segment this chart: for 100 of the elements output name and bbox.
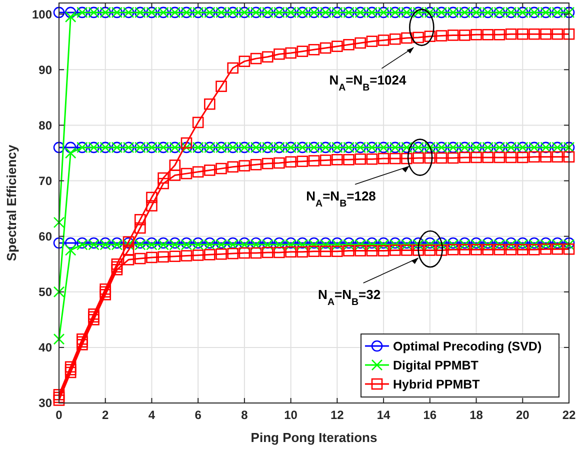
x-tick-label: 0 <box>56 408 63 422</box>
point <box>482 29 494 40</box>
x-tick-label: 8 <box>241 408 248 422</box>
point <box>494 244 506 256</box>
y-tick-label: 40 <box>38 340 52 355</box>
point <box>332 246 343 257</box>
point <box>158 178 169 190</box>
point <box>563 28 575 40</box>
point <box>459 30 470 41</box>
point <box>332 40 343 52</box>
annotation: N$_{A}$=N$_{B}$=1024 <box>329 72 407 93</box>
point <box>505 28 517 40</box>
point <box>482 152 494 164</box>
point <box>528 244 540 256</box>
point <box>436 244 448 256</box>
point <box>53 237 65 249</box>
point <box>134 252 146 264</box>
point <box>64 147 76 159</box>
point <box>343 39 354 50</box>
point <box>470 29 482 40</box>
y-tick-label: 30 <box>38 396 52 410</box>
point <box>412 244 424 256</box>
point <box>470 152 482 164</box>
y-tick-label: 90 <box>38 62 52 77</box>
point <box>227 248 239 260</box>
point <box>505 244 517 256</box>
point <box>308 246 320 257</box>
point <box>552 151 564 163</box>
point <box>227 161 239 173</box>
annotation: N$_{A}$=N$_{B}$=32 <box>318 287 381 308</box>
point <box>366 36 378 47</box>
x-tick-label: 6 <box>194 408 202 422</box>
legend-label: Optimal Precoding (SVD) <box>393 339 542 354</box>
point <box>64 366 76 378</box>
point <box>528 28 540 40</box>
point <box>238 247 250 259</box>
point <box>563 243 575 255</box>
legend-label: Hybrid PPMBT <box>393 377 480 392</box>
point <box>146 252 158 264</box>
point <box>320 154 332 166</box>
point <box>134 222 146 234</box>
point <box>122 254 134 266</box>
y-tick-label: 50 <box>38 285 52 300</box>
point <box>158 251 169 263</box>
point <box>169 160 181 171</box>
point <box>250 247 262 259</box>
point <box>274 157 285 169</box>
y-axis-title: Spectral Efficiency <box>4 144 19 262</box>
point <box>274 246 285 258</box>
point <box>204 164 216 176</box>
point <box>274 48 285 60</box>
point <box>424 30 436 42</box>
point <box>64 361 76 373</box>
point <box>53 142 65 154</box>
x-axis-title: Ping Pong Iterations <box>250 430 378 445</box>
y-tick-label: 70 <box>38 174 52 188</box>
x-tick-label: 14 <box>376 408 391 422</box>
point <box>343 154 354 166</box>
point <box>285 47 296 59</box>
point <box>482 244 494 256</box>
point <box>412 32 424 44</box>
point <box>366 245 378 256</box>
point <box>250 159 262 170</box>
point <box>320 246 332 257</box>
point <box>100 283 112 295</box>
point <box>53 394 65 406</box>
point <box>516 152 528 164</box>
point <box>436 152 448 164</box>
point <box>401 244 412 256</box>
point <box>250 52 262 64</box>
point <box>343 245 354 256</box>
point <box>366 153 378 165</box>
point <box>134 214 146 226</box>
point <box>308 44 320 56</box>
point <box>378 152 390 164</box>
point <box>436 30 448 42</box>
point <box>192 250 204 261</box>
point <box>169 170 181 181</box>
point <box>505 152 517 164</box>
point <box>552 243 564 255</box>
y-tick-label: 100 <box>32 7 52 22</box>
annotation: N$_{A}$=N$_{B}$=128 <box>306 188 376 209</box>
legend-label: Digital PPMBT <box>393 358 479 372</box>
point <box>158 172 169 184</box>
point <box>528 151 540 163</box>
point <box>146 192 158 204</box>
point <box>447 152 459 164</box>
point <box>552 28 564 40</box>
point <box>192 166 204 178</box>
point <box>401 152 412 164</box>
point <box>64 142 76 154</box>
x-tick-label: 18 <box>470 408 484 422</box>
point <box>459 244 470 256</box>
point <box>180 250 192 262</box>
point <box>285 246 296 258</box>
point <box>354 153 366 165</box>
point <box>64 244 76 256</box>
point <box>262 51 274 63</box>
point <box>216 162 227 174</box>
point <box>378 34 390 46</box>
